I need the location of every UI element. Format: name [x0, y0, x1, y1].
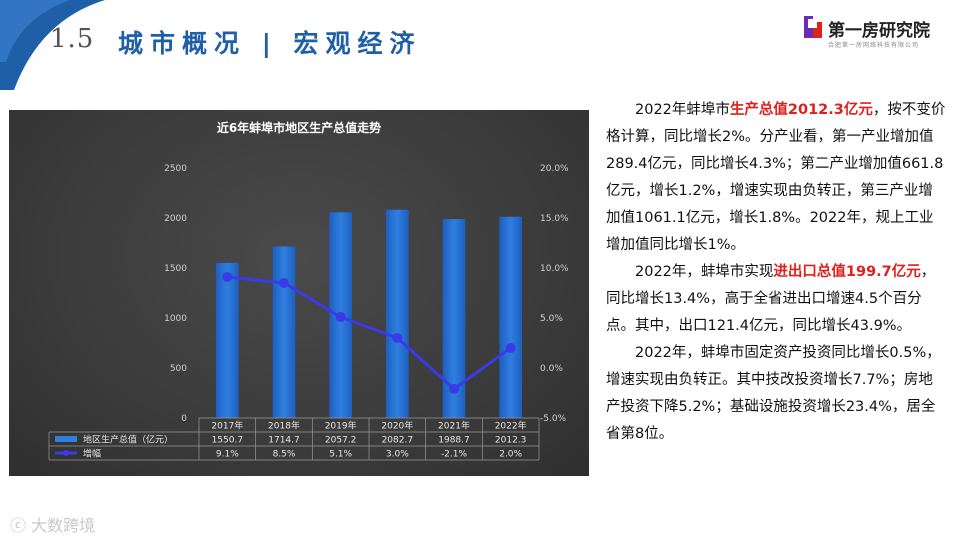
y-right-tick-label: -5.0%	[540, 414, 567, 424]
x-tick-label: 2022年	[495, 420, 527, 432]
watermark-icon: ⓒ	[10, 516, 32, 535]
y-right-tick-label: 15.0%	[540, 214, 569, 224]
gdp-bar	[442, 219, 466, 418]
y-left-tick-label: 1000	[164, 314, 187, 324]
body-text: 2022年蚌埠市	[635, 102, 730, 118]
x-tick-label: 2021年	[438, 420, 470, 432]
growth-data-label: 5.1%	[329, 450, 352, 460]
section-number: 1.5	[50, 24, 95, 54]
gdp-data-label: 1714.7	[268, 436, 300, 446]
legend-line-marker	[63, 450, 69, 456]
y-left-tick-label: 2000	[164, 214, 187, 224]
page-title: 城市概况 | 宏观经济	[118, 29, 422, 58]
highlight-text: 进出口总值199.7亿元	[773, 264, 921, 280]
growth-point	[335, 312, 346, 322]
gdp-data-label: 2057.2	[325, 436, 357, 446]
body-text: 2022年，蚌埠市固定资产投资同比增长0.5%，增速实现由负转正。其中技改投资增…	[606, 345, 941, 442]
paragraph-investment: 2022年，蚌埠市固定资产投资同比增长0.5%，增速实现由负转正。其中技改投资增…	[606, 340, 946, 448]
growth-point	[505, 343, 516, 353]
gdp-bar	[499, 216, 522, 418]
legend-growth-label: 增幅	[83, 448, 101, 460]
corner-arc-decoration	[0, 0, 105, 90]
text-column: 2022年蚌埠市生产总值2012.3亿元，按不变价格计算，同比增长2%。分产业看…	[606, 97, 946, 448]
x-tick-label: 2020年	[381, 420, 413, 432]
gdp-data-label: 2082.7	[382, 436, 414, 446]
x-tick-label: 2018年	[268, 420, 300, 432]
logo: 第一房研究院 合肥第一房网络科技有限公司	[804, 14, 954, 64]
legend-bar-swatch	[55, 436, 77, 442]
gdp-data-label: 2012.3	[495, 436, 527, 446]
growth-data-label: 3.0%	[386, 450, 409, 460]
logo-subtext: 合肥第一房网络科技有限公司	[828, 42, 920, 49]
gdp-data-label: 1550.7	[212, 436, 244, 446]
x-tick-label: 2017年	[211, 420, 243, 432]
watermark-text: 大数跨境	[31, 516, 96, 535]
y-right-tick-label: 20.0%	[540, 164, 569, 174]
y-right-tick-label: 10.0%	[540, 264, 569, 274]
y-right-tick-label: 5.0%	[540, 314, 563, 324]
body-text: ，按不变价格计算，同比增长2%。分产业看，第一产业增加值289.4亿元，同比增长…	[606, 102, 946, 253]
paragraph-trade: 2022年，蚌埠市实现进出口总值199.7亿元，同比增长13.4%，高于全省进出…	[606, 259, 946, 340]
gdp-chart: 近6年蚌埠市地区生产总值走势 0 500 1000 1500 2000 2500 -5.0% 0…	[48, 120, 569, 461]
gdp-data-label: 1988.7	[438, 436, 470, 446]
highlight-text: 生产总值2012.3亿元	[729, 102, 873, 118]
logo-mark-icon	[804, 16, 822, 38]
growth-point	[279, 278, 289, 288]
y-left-tick-label: 1500	[164, 264, 187, 274]
growth-point	[449, 384, 459, 394]
y-left-tick-label: 0	[181, 414, 187, 424]
chart-panel: 近6年蚌埠市地区生产总值走势 0 500 1000 1500 2000 2500 -5.0% 0…	[9, 110, 589, 476]
y-left-tick-label: 2500	[164, 164, 187, 174]
logo-text: 第一房研究院	[828, 21, 930, 41]
y-left-tick-label: 500	[170, 364, 187, 374]
growth-data-label: 2.0%	[499, 450, 522, 460]
body-text: ，同比增长13.4%，高于全省进出口增速4.5个百分点。其中，出口121.4亿元…	[606, 264, 936, 334]
body-text: 2022年，蚌埠市实现	[635, 264, 774, 280]
growth-point	[222, 272, 233, 282]
growth-data-label: -2.1%	[441, 450, 468, 460]
growth-point	[392, 333, 403, 343]
gdp-bar	[386, 209, 409, 418]
growth-line	[227, 275, 512, 391]
paragraph-gdp: 2022年蚌埠市生产总值2012.3亿元，按不变价格计算，同比增长2%。分产业看…	[606, 97, 946, 259]
y-right-tick-label: 0.0%	[540, 364, 563, 374]
chart-title: 近6年蚌埠市地区生产总值走势	[217, 120, 381, 135]
growth-data-label: 8.5%	[273, 450, 296, 460]
gdp-bar	[272, 246, 296, 418]
watermark: ⓒ 大数跨境	[10, 512, 95, 536]
x-tick-label: 2019年	[325, 420, 357, 432]
growth-data-label: 9.1%	[216, 450, 239, 460]
gdp-bar	[216, 262, 239, 418]
legend-gdp-label: 地区生产总值（亿元）	[83, 434, 173, 446]
